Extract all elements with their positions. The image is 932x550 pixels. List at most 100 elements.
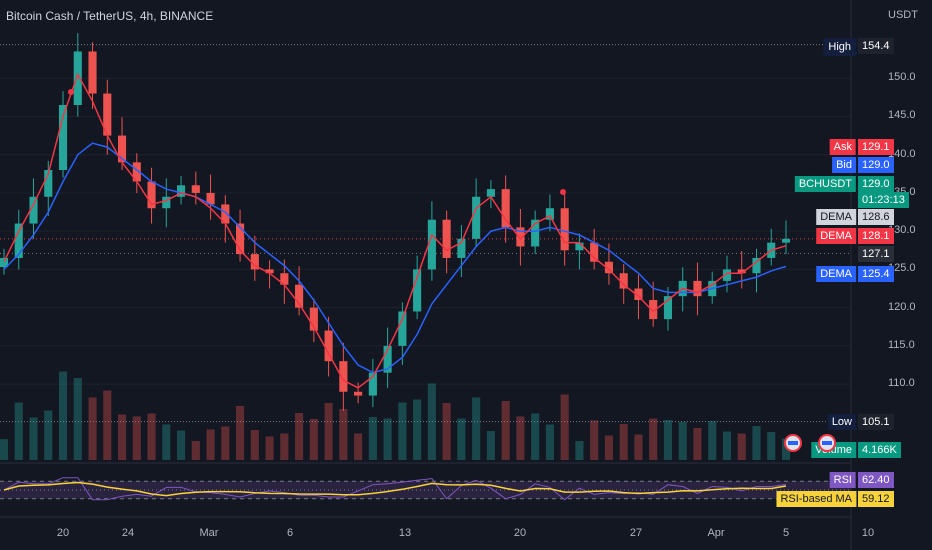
volume-bar [619,424,628,460]
candle-body [427,219,436,270]
signal-dot [560,189,566,195]
candle-body [737,269,746,274]
candle-body [413,269,422,312]
price-tick-label: 110.0 [888,377,915,390]
dema1-label: DEMA [816,209,856,225]
symbol-label: BCHUSDT [794,176,856,192]
candle-body [191,185,200,193]
candle-body [103,93,112,136]
volume-bar [103,390,112,460]
candle-body [368,372,377,396]
volume-bar [221,426,230,460]
volume-bar [250,430,259,460]
rsi-value: 62.40 [858,472,894,488]
candle-body [44,170,53,197]
candle-body [58,105,68,170]
bar-countdown: 01:23:13 [858,192,909,208]
candle-body [309,307,318,331]
time-tick-label: 20 [56,527,70,539]
currency-label: USDT [888,9,918,21]
volume-bar [575,441,584,460]
dema1-value: 128.6 [858,209,894,225]
time-tick-label: 24 [121,527,135,539]
dema2-label: DEMA [816,228,856,244]
candle-body [324,330,333,362]
price-tick-label: 120.0 [888,300,916,313]
volume-bar [486,431,495,460]
volume-bar [398,402,407,460]
candle-body [722,269,732,281]
volume-bar [339,409,348,460]
candle-body [516,227,525,247]
price-tick-label: 115.0 [888,338,915,351]
volume-bar [649,418,658,460]
event-flag-icon[interactable] [818,434,836,452]
rsi-ma-label: RSI-based MA [776,491,856,507]
time-tick-label: 13 [398,527,412,539]
symbol-price: 129.0 [858,176,894,192]
candle-body [486,189,495,197]
low-label: Low [827,414,856,430]
bid-label: Bid [832,157,856,173]
high-value: 154.4 [858,38,894,54]
volume-bar [737,433,746,460]
price-tick-label: 125.0 [888,262,916,275]
event-flag-icon[interactable] [784,434,802,452]
candle-body [117,135,127,163]
candle-body [73,51,82,105]
volume-bar [383,418,392,460]
volume-bar [354,433,363,460]
candle-body [575,242,584,251]
candle-body [752,257,761,274]
dema-fast-line [3,72,787,389]
volume-bar [73,378,82,460]
signal-dot [68,89,74,95]
time-tick-label: 27 [629,527,643,539]
dema-slow-line [3,142,787,374]
volume-bar [191,441,200,460]
ask-value: 129.1 [858,139,894,155]
high-label: High [823,38,856,56]
candle-body [0,257,9,268]
candle-body [398,311,407,346]
time-tick-label: Mar [199,527,219,539]
candle-body [545,208,554,220]
volume-bar [280,433,289,460]
level-value: 127.1 [858,246,894,262]
volume-bar [472,397,481,460]
candle-body [265,269,274,274]
volume-bar [88,397,97,460]
volume-bar [413,399,422,460]
candle-body [781,238,791,243]
rsi-ma-value: 59.12 [858,491,894,507]
candle-body [619,273,628,289]
candle-body [236,223,245,255]
volume-bar [176,430,186,460]
volume-bar [295,413,304,460]
volume-bar [147,413,156,460]
volume-bar [604,435,614,460]
ask-label: Ask [829,139,856,155]
candle-body [162,196,171,209]
volume-bar [236,406,245,460]
candle-body [693,280,702,297]
volume-bar [117,414,127,460]
volume-bar [590,420,599,460]
candle-body [221,204,230,224]
volume-bar [634,434,643,460]
candle-body [176,185,186,197]
candle-body [280,273,289,285]
time-tick-label: 6 [286,527,294,539]
candle-body [634,288,643,300]
time-tick-label: 10 [861,527,875,539]
volume-bar [29,417,38,460]
candle-body [295,284,304,308]
candle-body [250,254,259,270]
volume-bar [14,402,23,460]
volume-bar [560,394,569,460]
volume-bar [663,420,673,460]
time-tick-label: 20 [513,527,527,539]
